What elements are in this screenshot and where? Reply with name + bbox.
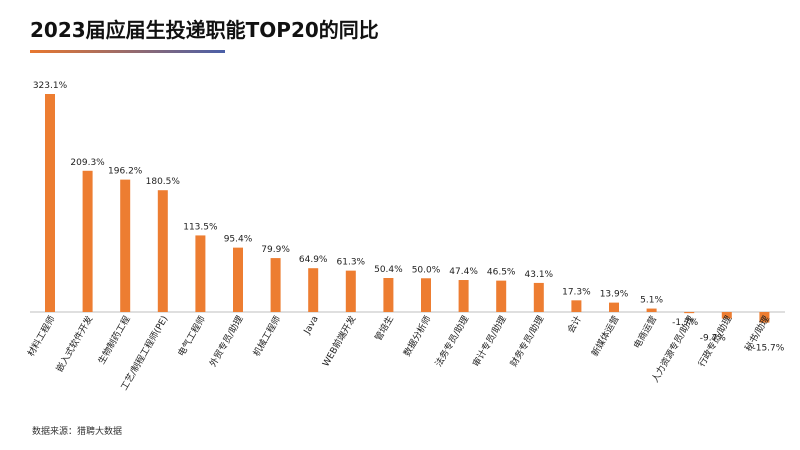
value-label: -9.7% <box>700 334 727 344</box>
data-source-note: 数据来源：猎聘大数据 <box>32 427 123 437</box>
value-label: 47.4% <box>449 267 478 277</box>
value-label: 17.3% <box>562 287 591 297</box>
bar <box>646 308 657 312</box>
bar <box>759 312 770 323</box>
category-label: 会计 <box>565 314 584 336</box>
bar <box>383 277 394 312</box>
value-label: 79.9% <box>261 245 290 255</box>
value-label: 95.4% <box>224 235 253 245</box>
bar <box>345 270 356 312</box>
category-label: Java <box>302 315 321 337</box>
bar <box>157 190 168 312</box>
bar <box>195 235 206 312</box>
category-label: 电气工程师 <box>175 314 208 359</box>
category-label: 法务专员/助理 <box>432 313 471 368</box>
bar <box>270 258 281 312</box>
value-label: 50.0% <box>412 265 441 275</box>
value-label: -15.7% <box>752 344 784 354</box>
category-label: 材料工程师 <box>25 314 58 359</box>
bar <box>82 170 93 312</box>
value-label: 196.2% <box>108 167 143 177</box>
bar-chart: 323.1% 材料工程师 209.3% 嵌入式软件开发 196.2% 生物制药工程 180.… <box>25 81 785 392</box>
value-label: 5.1% <box>640 296 663 306</box>
category-label: WEB前端开发 <box>320 314 359 369</box>
value-label: 209.3% <box>70 158 105 168</box>
value-label: -1.7% <box>672 318 699 328</box>
value-label: 323.1% <box>33 81 68 91</box>
bar <box>308 268 319 312</box>
category-label: 审计专员/助理 <box>470 314 509 369</box>
chart-title: 2023届应届生投递职能TOP20的同比 <box>30 18 379 42</box>
value-label: 113.5% <box>183 222 218 232</box>
category-label: 数据分析师 <box>401 314 434 359</box>
bar <box>458 280 469 312</box>
bar <box>533 282 544 312</box>
category-label: 机械工程师 <box>250 314 283 359</box>
category-label: 财务专员/助理 <box>507 314 546 369</box>
bar <box>421 278 431 312</box>
category-label: 管培生 <box>372 314 396 343</box>
bar <box>684 312 695 314</box>
bar <box>609 302 619 312</box>
value-label: 50.4% <box>374 265 403 275</box>
value-label: 61.3% <box>337 258 366 268</box>
category-label: 新媒体运营 <box>589 314 622 359</box>
bar <box>233 247 243 312</box>
value-label: 46.5% <box>487 268 516 278</box>
value-label: 180.5% <box>146 177 181 187</box>
category-label: 嵌入式软件开发 <box>53 314 95 375</box>
category-label: 电商运营 <box>631 314 659 351</box>
value-label: 43.1% <box>525 270 554 280</box>
bar <box>571 300 582 312</box>
category-label: 生物制药工程 <box>95 314 132 367</box>
title-underline <box>30 50 225 53</box>
value-label: 13.9% <box>600 290 629 300</box>
category-label: 外贸专员/助理 <box>207 314 246 369</box>
bar <box>721 312 732 319</box>
bar <box>45 94 55 312</box>
bar <box>120 179 131 312</box>
value-label: 64.9% <box>299 255 328 265</box>
bar <box>496 280 507 312</box>
